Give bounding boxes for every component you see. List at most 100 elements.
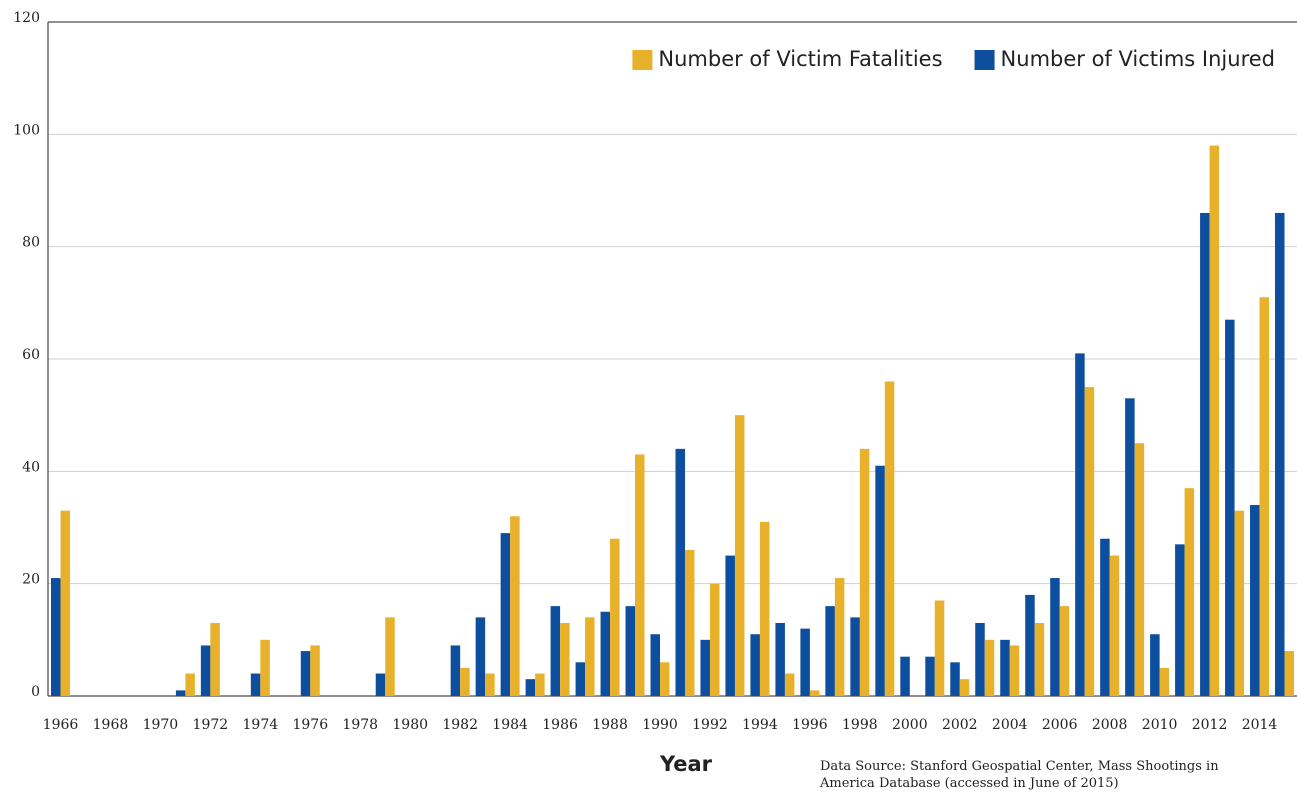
x-tick-label: 1984 bbox=[492, 717, 528, 733]
legend-label: Number of Victims Injured bbox=[1001, 47, 1275, 71]
bar bbox=[185, 673, 195, 696]
bar bbox=[1234, 510, 1245, 696]
bar bbox=[1225, 319, 1235, 696]
x-tick-label: 1990 bbox=[642, 717, 678, 733]
x-tick-label: 1966 bbox=[43, 717, 79, 733]
x-tick-label: 1998 bbox=[842, 717, 878, 733]
bar bbox=[900, 656, 910, 696]
bar bbox=[750, 634, 760, 696]
bar bbox=[375, 673, 386, 696]
bar bbox=[585, 617, 595, 696]
bar bbox=[859, 448, 870, 696]
bar bbox=[660, 662, 670, 696]
x-tick-label: 1986 bbox=[542, 717, 578, 733]
x-tick-label: 2004 bbox=[992, 717, 1028, 733]
bar bbox=[600, 611, 611, 696]
x-tick-label: 2008 bbox=[1092, 717, 1128, 733]
bar bbox=[984, 639, 995, 696]
x-tick-label: 2014 bbox=[1242, 717, 1278, 733]
bar bbox=[635, 454, 645, 696]
bar bbox=[60, 510, 70, 696]
bar bbox=[1075, 353, 1085, 696]
bar bbox=[809, 690, 820, 696]
x-tick-label: 1976 bbox=[292, 717, 328, 733]
bar bbox=[1284, 651, 1295, 696]
x-tick-label: 1974 bbox=[243, 717, 279, 733]
bar bbox=[535, 673, 545, 696]
bar bbox=[959, 679, 970, 696]
bar bbox=[300, 651, 311, 696]
bar bbox=[925, 656, 935, 696]
x-tick-label: 1978 bbox=[342, 717, 378, 733]
bar bbox=[50, 578, 61, 696]
bar bbox=[1275, 212, 1285, 696]
bar bbox=[250, 673, 261, 696]
bar bbox=[734, 415, 745, 696]
bar bbox=[875, 465, 885, 696]
bar bbox=[625, 606, 636, 696]
bar bbox=[175, 690, 186, 696]
bar bbox=[650, 634, 661, 696]
bar bbox=[510, 516, 520, 696]
x-tick-label: 2000 bbox=[892, 717, 928, 733]
bar bbox=[1034, 622, 1045, 696]
y-tick-label: 100 bbox=[13, 122, 40, 138]
x-tick-label: 1968 bbox=[93, 717, 129, 733]
bar bbox=[310, 645, 320, 696]
y-tick-label: 120 bbox=[13, 10, 40, 26]
bar bbox=[200, 645, 211, 696]
bar bbox=[1200, 212, 1210, 696]
bar bbox=[675, 448, 685, 696]
y-tick-label: 0 bbox=[31, 684, 40, 700]
x-tick-label: 1970 bbox=[143, 717, 179, 733]
y-tick-label: 80 bbox=[22, 235, 40, 251]
y-tick-label: 40 bbox=[22, 459, 40, 475]
bar bbox=[834, 578, 845, 696]
bar bbox=[700, 639, 710, 696]
bar bbox=[1175, 544, 1185, 696]
x-tick-label: 2006 bbox=[1042, 717, 1078, 733]
bar bbox=[684, 549, 695, 696]
legend-swatch bbox=[974, 50, 995, 70]
x-tick-label: 2002 bbox=[942, 717, 978, 733]
y-tick-label: 60 bbox=[22, 347, 40, 363]
bar bbox=[1100, 538, 1110, 696]
bar bbox=[884, 381, 895, 696]
bar bbox=[500, 533, 511, 696]
bar bbox=[610, 538, 620, 696]
legend-swatch bbox=[632, 50, 653, 70]
bar bbox=[1000, 639, 1010, 696]
bar bbox=[210, 622, 220, 696]
bar bbox=[850, 617, 860, 696]
bar bbox=[1259, 297, 1270, 696]
bar bbox=[1125, 398, 1135, 696]
bar bbox=[1250, 505, 1260, 696]
bar bbox=[1050, 578, 1060, 696]
bar bbox=[560, 622, 570, 696]
bar bbox=[1009, 645, 1020, 696]
legend-label: Number of Victim Fatalities bbox=[658, 47, 942, 71]
bar bbox=[1134, 443, 1145, 696]
bar bbox=[725, 555, 735, 696]
bar bbox=[1025, 594, 1035, 696]
bar bbox=[759, 521, 770, 696]
x-tick-label: 1994 bbox=[742, 717, 778, 733]
bar bbox=[385, 617, 395, 696]
bar bbox=[1084, 387, 1095, 696]
bar bbox=[525, 679, 536, 696]
bar bbox=[485, 673, 495, 696]
bar bbox=[709, 583, 720, 696]
bar bbox=[784, 673, 795, 696]
bar bbox=[550, 606, 561, 696]
x-tick-label: 1988 bbox=[592, 717, 628, 733]
bar bbox=[1184, 488, 1195, 696]
bar bbox=[775, 622, 785, 696]
bar bbox=[475, 617, 486, 696]
x-tick-label: 1992 bbox=[692, 717, 728, 733]
x-tick-label: 2010 bbox=[1142, 717, 1178, 733]
bar bbox=[1150, 634, 1160, 696]
bar bbox=[460, 667, 470, 696]
bar bbox=[934, 600, 945, 696]
